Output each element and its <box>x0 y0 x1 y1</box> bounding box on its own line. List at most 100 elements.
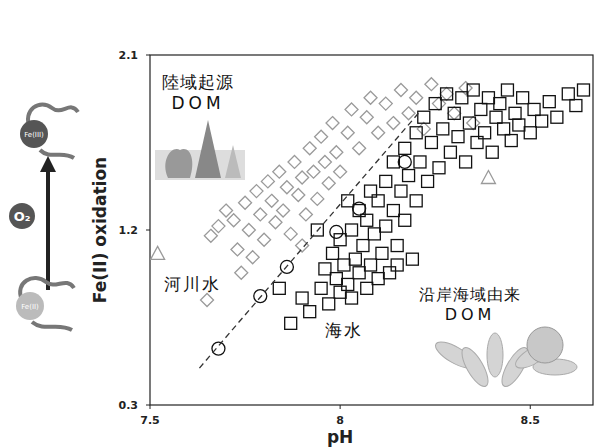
y-tick-label: 0.3 <box>119 399 139 412</box>
fe2-circle <box>16 292 44 320</box>
point-square <box>536 115 548 127</box>
x-tick <box>150 405 151 409</box>
point-square <box>498 123 510 135</box>
x-tick-label: 8 <box>336 414 344 427</box>
land-dom-label-line: DOM <box>171 93 224 113</box>
arrow-shaft <box>46 170 50 290</box>
x-tick-label: 8.5 <box>521 414 541 427</box>
point-square <box>368 228 380 240</box>
point-diamond <box>334 165 347 178</box>
point-square <box>323 298 335 310</box>
chart: Fe(III)O₂Fe(II)0.31.22.17.588.5pHFe(II) … <box>0 0 600 448</box>
tree <box>165 149 192 178</box>
point-diamond <box>330 146 343 159</box>
plankton <box>487 333 503 377</box>
point-square <box>330 273 342 285</box>
point-square <box>338 259 350 271</box>
point-diamond <box>326 117 339 130</box>
x-tick <box>340 405 341 409</box>
o2-label: O₂ <box>14 209 31 224</box>
point-diamond <box>227 214 240 227</box>
point-square <box>551 111 563 123</box>
point-diamond <box>307 165 320 178</box>
x-tick-label: 7.5 <box>140 414 160 427</box>
point-square <box>410 195 422 207</box>
point-diamond <box>201 294 214 307</box>
point-square <box>391 259 403 271</box>
point-diamond <box>204 229 217 242</box>
point-square <box>441 88 453 100</box>
sea-label: 海水 <box>325 320 363 340</box>
point-diamond <box>360 111 373 124</box>
point-diamond <box>448 107 461 120</box>
point-square <box>406 253 418 265</box>
point-square <box>444 146 456 158</box>
land-dom-label-line: 陸域起源 <box>162 72 234 92</box>
point-diamond <box>315 130 328 143</box>
y-axis-title: Fe(II) oxidation <box>90 157 110 303</box>
point-square <box>577 84 589 96</box>
y-tick-label: 1.2 <box>119 224 139 237</box>
y-tick <box>146 230 150 231</box>
trend-line <box>199 111 420 368</box>
ligand-shape <box>20 278 74 330</box>
point-diamond <box>235 266 248 279</box>
point-diamond <box>318 155 331 168</box>
point-square <box>528 103 540 115</box>
point-square <box>380 175 392 187</box>
point-square <box>494 98 506 110</box>
point-circle <box>353 202 366 215</box>
point-square <box>513 119 525 131</box>
point-square <box>425 137 437 149</box>
y-tick-label: 2.1 <box>119 49 139 62</box>
point-diamond <box>254 208 267 221</box>
point-diamond <box>220 204 233 217</box>
point-diamond <box>246 251 259 264</box>
point-diamond <box>303 142 316 155</box>
point-diamond <box>250 185 263 198</box>
point-square <box>334 286 346 298</box>
point-square <box>418 111 430 123</box>
point-square <box>349 253 361 265</box>
point-diamond <box>432 97 445 110</box>
point-square <box>327 247 339 259</box>
point-square <box>391 240 403 252</box>
point-square <box>353 267 365 279</box>
arrow-head <box>40 156 56 172</box>
point-square <box>384 267 396 279</box>
point-diamond <box>299 208 312 221</box>
point-square <box>433 162 445 174</box>
point-triangle <box>481 171 495 184</box>
point-diamond <box>341 126 354 139</box>
point-square <box>273 282 285 294</box>
o2-circle <box>9 203 35 229</box>
point-triangle <box>151 246 165 259</box>
point-square <box>452 131 464 143</box>
y-tick <box>146 55 150 56</box>
point-diamond <box>231 243 244 256</box>
point-square <box>403 170 415 182</box>
point-square <box>395 185 407 197</box>
point-square <box>414 156 426 168</box>
point-square <box>437 123 449 135</box>
point-square <box>467 84 479 96</box>
point-diamond <box>261 175 274 188</box>
point-square <box>482 92 494 104</box>
point-diamond <box>311 192 324 205</box>
point-diamond <box>345 103 358 116</box>
point-square <box>346 224 358 236</box>
point-square <box>334 234 346 246</box>
point-diamond <box>425 78 438 91</box>
plankton <box>527 327 563 363</box>
point-diamond <box>467 117 480 130</box>
point-square <box>456 92 468 104</box>
point-square <box>315 282 327 294</box>
point-square <box>501 84 513 96</box>
point-square <box>524 127 536 139</box>
y-tick <box>146 405 150 406</box>
point-square <box>361 214 373 226</box>
point-square <box>486 146 498 158</box>
point-circle <box>398 155 411 168</box>
illustrations <box>155 120 577 390</box>
point-square <box>346 292 358 304</box>
